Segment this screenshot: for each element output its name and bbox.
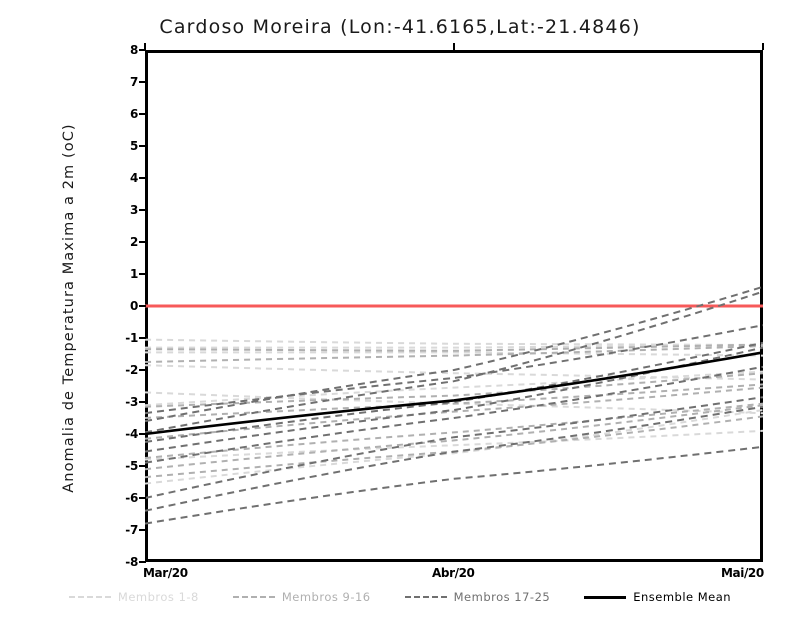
legend-entry[interactable]: Membros 9-16 xyxy=(232,590,371,604)
y-tick-label: 3 xyxy=(129,203,138,217)
y-tick-label: 2 xyxy=(129,235,138,249)
y-tick-mark xyxy=(139,81,146,83)
member-line xyxy=(145,415,763,479)
member-line xyxy=(145,429,763,461)
legend-swatch xyxy=(404,596,447,598)
y-tick-label: -1 xyxy=(125,331,138,345)
y-tick-label: -5 xyxy=(125,459,138,473)
y-tick-mark xyxy=(139,529,146,531)
y-tick-mark xyxy=(139,241,146,243)
member-line xyxy=(145,365,763,464)
ensemble-mean-line xyxy=(145,351,763,436)
y-tick-label: 8 xyxy=(129,43,138,57)
y-tick-label: 0 xyxy=(129,299,138,313)
y-tick-label: 7 xyxy=(129,75,138,89)
member-line xyxy=(145,370,763,407)
member-line xyxy=(145,364,763,381)
member-line xyxy=(145,383,763,419)
member-line xyxy=(145,351,763,357)
y-tick-mark xyxy=(139,113,146,115)
member-line xyxy=(145,445,763,525)
member-line xyxy=(145,396,763,499)
y-tick-mark xyxy=(139,337,146,339)
member-line xyxy=(145,402,763,459)
member-line xyxy=(145,285,763,423)
x-tick-label: Abr/20 xyxy=(432,566,475,580)
y-tick-label: 5 xyxy=(129,139,138,153)
x-tick-label: Mai/20 xyxy=(721,566,764,580)
legend-swatch xyxy=(232,596,275,598)
legend-label: Membros 9-16 xyxy=(281,590,371,604)
y-tick-mark xyxy=(139,369,146,371)
y-tick-label: 6 xyxy=(129,107,138,121)
y-tick-mark xyxy=(139,465,146,467)
y-tick-mark xyxy=(139,209,146,211)
member-line xyxy=(145,338,763,347)
member-line xyxy=(145,324,763,415)
member-line xyxy=(145,344,763,349)
y-tick-mark xyxy=(139,305,146,307)
y-tick-mark xyxy=(139,401,146,403)
y-tick-mark xyxy=(139,177,146,179)
member-line xyxy=(145,341,763,443)
y-tick-label: -4 xyxy=(125,427,138,441)
member-line xyxy=(145,343,763,352)
chart-title: Cardoso Moreira (Lon:-41.6165,Lat:-21.48… xyxy=(159,16,641,38)
y-tick-mark xyxy=(139,273,146,275)
y-tick-mark xyxy=(139,49,146,51)
legend-label: Membros 17-25 xyxy=(453,590,551,604)
x-tick-mark xyxy=(453,43,455,50)
legend-label: Membros 1-8 xyxy=(117,590,199,604)
member-line xyxy=(145,372,763,408)
y-tick-mark xyxy=(139,145,146,147)
legend-swatch xyxy=(68,596,111,598)
x-tick-mark xyxy=(144,43,146,50)
y-tick-mark xyxy=(139,497,146,499)
y-tick-label: 4 xyxy=(129,171,138,185)
member-line xyxy=(145,409,763,485)
member-line xyxy=(145,290,763,434)
x-tick-label: Mar/20 xyxy=(143,566,188,580)
legend-label: Ensemble Mean xyxy=(633,590,732,604)
member-line xyxy=(145,405,763,512)
y-tick-mark xyxy=(139,433,146,435)
member-line xyxy=(145,404,763,471)
legend-entry[interactable]: Membros 1-8 xyxy=(68,590,199,604)
y-tick-mark xyxy=(139,561,146,563)
legend-swatch xyxy=(584,595,627,599)
y-tick-label: -8 xyxy=(125,555,138,569)
plot-area: 8 7 6 5 4 3 2 1 0 -1 -2 -3 -4 -5 -6 -7 -8 Mar/20 Abr/20 Ma… xyxy=(125,43,764,580)
y-tick-label: 1 xyxy=(129,267,138,281)
x-tick-mark xyxy=(762,43,764,50)
y-tick-label: -6 xyxy=(125,491,138,505)
legend-entry[interactable]: Ensemble Mean xyxy=(584,590,731,604)
plot-lines xyxy=(145,285,763,525)
y-tick-label: -2 xyxy=(125,363,138,377)
member-line xyxy=(145,386,763,440)
y-tick-label: -3 xyxy=(125,395,138,409)
y-axis-label: Anomalia de Temperatura Maxima a 2m (oC) xyxy=(61,123,77,493)
legend-entry[interactable]: Membros 17-25 xyxy=(404,590,551,604)
chart-legend: Membros 1-8 Membros 9-16 Membros 17-25 Ense… xyxy=(0,586,800,608)
member-line xyxy=(145,345,763,363)
y-tick-label: -7 xyxy=(125,523,138,537)
